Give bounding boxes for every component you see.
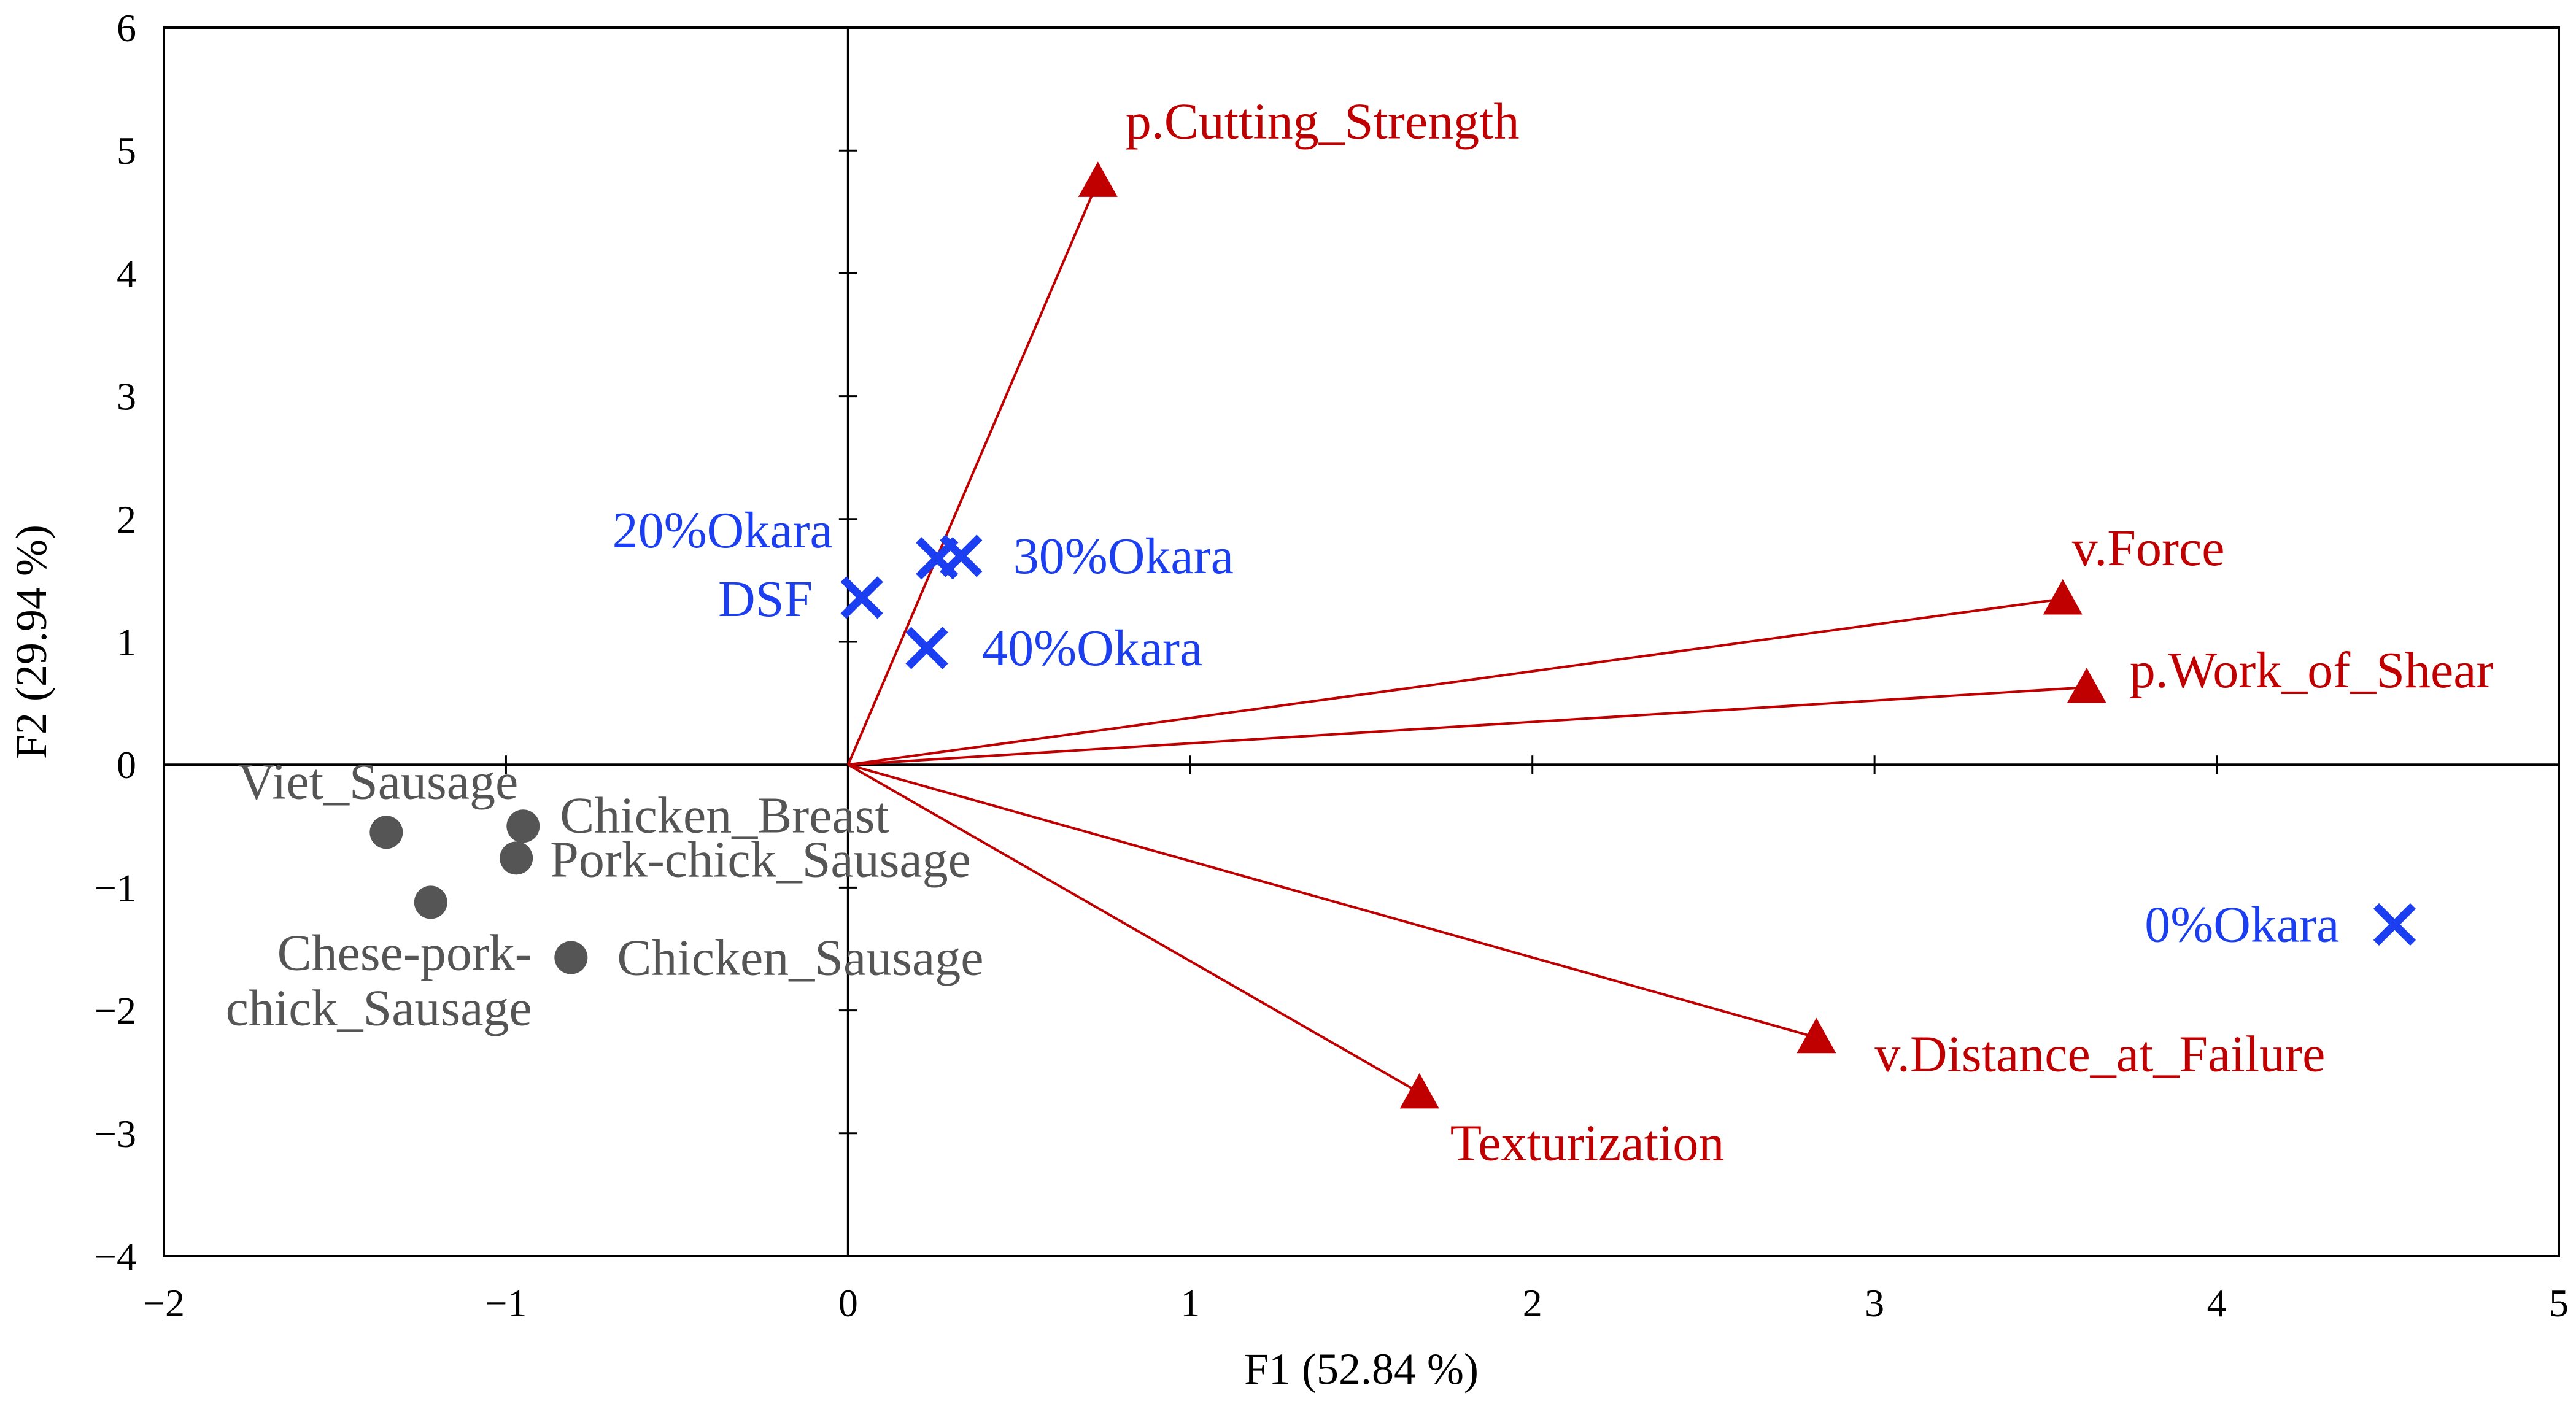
circle-marker-chicken-breast [506,809,540,843]
variable-vectors [847,180,2087,1094]
triangle-marker-texturization [1399,1073,1439,1109]
x-tick-label: 3 [1865,1281,1884,1325]
y-tick-label: −4 [95,1235,136,1278]
y-axis-title: F2 (29.94 %) [7,525,56,759]
y-tick-label: 2 [117,498,136,541]
label-chese-pork: Chese-pork- [277,924,532,981]
label-20-okara: 20%Okara [613,502,833,559]
x-marker-40-okara [905,627,948,669]
y-tick-label: 3 [117,375,136,418]
triangle-marker-p-cutting-strength [1078,161,1118,197]
y-tick-label: 5 [117,129,136,172]
x-tick-label: −2 [143,1281,185,1325]
x-tick-label: 2 [1523,1281,1542,1325]
label-40-okara: 40%Okara [982,620,1202,677]
x-tick-label: 4 [2207,1281,2227,1325]
label-chicken-breast: Chicken_Breast [560,787,889,844]
plot-frame [163,26,2560,1257]
circle-marker-viet-sausage [369,816,403,849]
tick-labels: −2 −1 0 1 2 3 4 5 −4 −3 −2 −1 0 1 2 3 4 5 6 [95,6,2569,1325]
x-tick-label: 5 [2549,1281,2569,1325]
label-pork-chick-sausage: Pork-chick_Sausage [550,831,971,888]
vector-v-distance-at-failure [848,763,1817,1039]
label-dsf: DSF [718,571,813,628]
y-tick-label: −3 [95,1112,136,1155]
x-tick-label: 1 [1180,1281,1200,1325]
label-p-work-of-shear: p.Work_of_Shear [2130,642,2494,699]
vector-v-force [848,597,2063,766]
vector-p-work-of-shear [848,686,2087,766]
x-marker-dsf [840,576,883,619]
circle-marker-chicken-sausage [554,941,588,974]
label-p-cutting-strength: p.Cutting_Strength [1126,93,1520,150]
label-viet-sausage: Viet_Sausage [238,753,518,810]
vector-texturization [847,763,1420,1094]
label-texturization: Texturization [1450,1115,1725,1172]
label-v-distance-at-failure: v.Distance_at_Failure [1874,1026,2325,1083]
x-axis-title: F1 (52.84 %) [1244,1344,1479,1394]
y-tick-label: 6 [117,6,136,50]
triangle-marker-v-distance-at-failure [1797,1017,1836,1054]
circle-marker-pork-chick-sausage [500,841,533,875]
data-points [369,161,2416,1109]
label-chicken-sausage: Chicken_Sausage [617,930,983,987]
triangle-marker-v-force [2043,579,2083,615]
y-tick-label: −1 [95,866,136,909]
vector-p-cutting-strength [847,180,1099,765]
x-tick-label: 0 [838,1281,858,1325]
label-v-force: v.Force [2072,520,2225,577]
y-tick-label: 0 [117,743,136,787]
point-labels: p.Cutting_Strength v.Force p.Work_of_Shear… [226,93,2494,1171]
x-tick-label: −1 [485,1281,527,1325]
label-0-okara: 0%Okara [2145,896,2339,953]
label-chese-pork-line2: chick_Sausage [226,979,532,1036]
triangle-marker-p-work-of-shear [2067,668,2106,703]
circle-marker-chese-pork [414,885,447,919]
label-30-okara: 30%Okara [1013,528,1234,585]
y-tick-label: 1 [117,620,136,664]
x-marker-30-okara [940,534,983,577]
x-marker-0-okara [2373,903,2416,946]
y-tick-label: −2 [95,989,136,1033]
y-tick-label: 4 [117,252,136,295]
